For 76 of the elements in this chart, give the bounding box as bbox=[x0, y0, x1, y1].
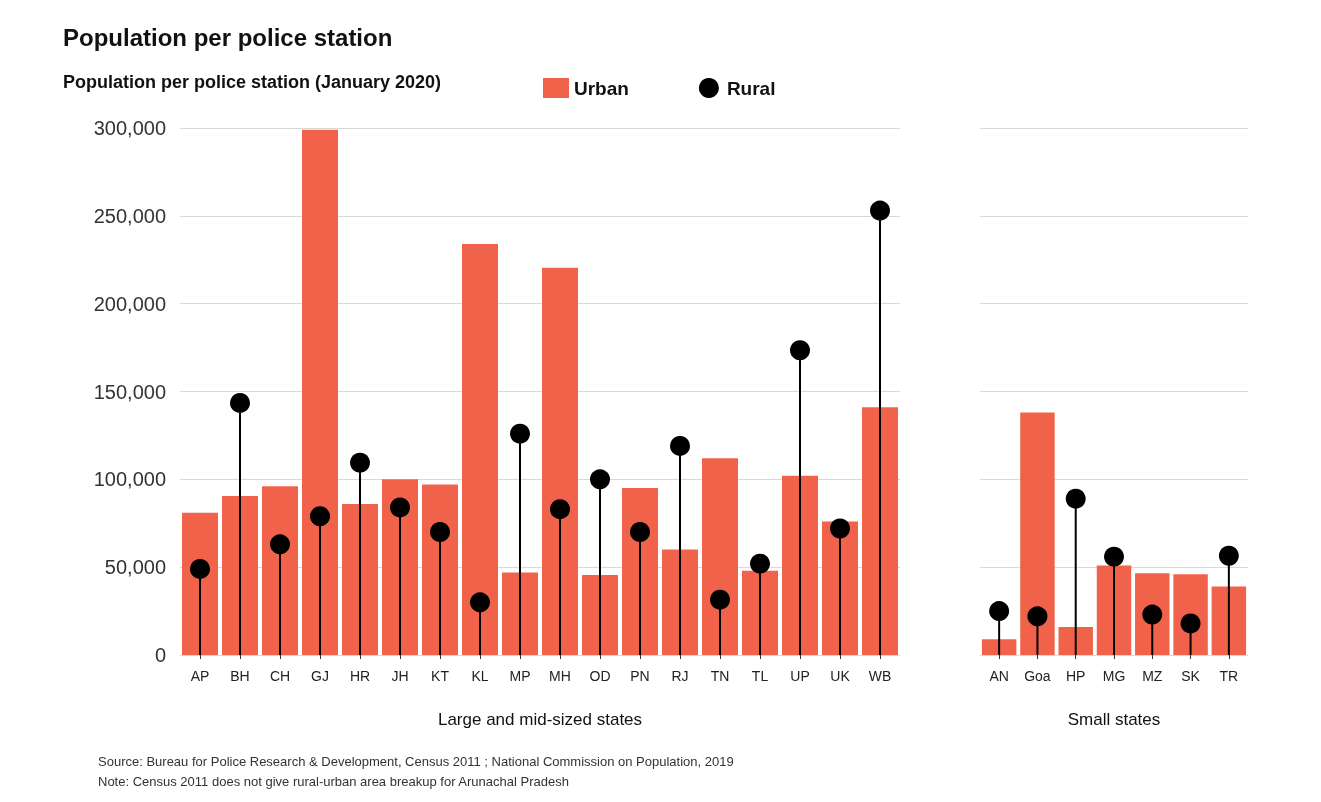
x-axis-title: Small states bbox=[1067, 710, 1161, 729]
y-tick-label: 100,000 bbox=[93, 468, 166, 491]
y-tick-label: 150,000 bbox=[93, 380, 166, 403]
x-tick-label: SK bbox=[1181, 668, 1201, 684]
x-tick-label: AN bbox=[989, 668, 1009, 684]
point bbox=[230, 392, 250, 413]
bar bbox=[622, 488, 658, 655]
bar bbox=[742, 570, 778, 655]
point bbox=[550, 499, 570, 520]
x-tick-label: UP bbox=[790, 668, 810, 684]
point bbox=[1218, 545, 1239, 566]
point bbox=[830, 518, 850, 539]
bar bbox=[262, 486, 298, 655]
point bbox=[430, 522, 450, 543]
x-tick-label: PN bbox=[630, 668, 650, 684]
source-note: Source: Bureau for Police Research & Development, Census 2011 ; National Commission on Population, 2019 bbox=[98, 754, 734, 769]
bar bbox=[182, 512, 218, 655]
point bbox=[270, 534, 290, 555]
point bbox=[510, 423, 530, 444]
point bbox=[670, 435, 690, 456]
point bbox=[1065, 488, 1086, 509]
x-tick-label: BH bbox=[230, 668, 250, 684]
y-tick-label: 0 bbox=[154, 644, 166, 666]
point bbox=[1104, 546, 1124, 567]
text: Note: Census 2011 does not give rural-urban area breakup for Arunachal Pradesh bbox=[98, 774, 569, 789]
bar bbox=[1058, 626, 1093, 655]
x-tick-label: TL bbox=[751, 668, 769, 684]
point bbox=[630, 522, 650, 543]
point bbox=[590, 469, 610, 490]
x-tick-label: OD bbox=[589, 668, 611, 684]
bar bbox=[422, 484, 458, 655]
point bbox=[190, 558, 210, 579]
bar bbox=[542, 267, 578, 655]
point bbox=[989, 601, 1010, 622]
y-tick-label: 250,000 bbox=[93, 204, 166, 227]
x-tick-label: WB bbox=[868, 668, 892, 684]
point bbox=[310, 506, 330, 527]
x-tick-label: Goa bbox=[1024, 668, 1051, 684]
bar bbox=[1096, 565, 1132, 655]
y-tick-label: 200,000 bbox=[93, 292, 166, 315]
bar bbox=[702, 458, 738, 655]
x-tick-label: RJ bbox=[671, 668, 689, 684]
x-tick-label: HR bbox=[349, 668, 371, 684]
x-tick-label: MZ bbox=[1142, 668, 1163, 684]
x-tick-label: GJ bbox=[311, 668, 329, 684]
x-axis-title: Large and mid-sized states bbox=[437, 710, 643, 729]
y-axis-title: Population per police station (January 2020) bbox=[63, 72, 442, 92]
chart-title: Population per police station bbox=[63, 23, 393, 51]
x-tick-label: TR bbox=[1219, 668, 1239, 684]
point bbox=[470, 592, 490, 613]
y-tick-label: 300,000 bbox=[93, 117, 166, 139]
legend-label: Rural bbox=[726, 77, 776, 99]
point bbox=[870, 200, 890, 221]
bar bbox=[462, 243, 498, 655]
bar bbox=[1020, 412, 1055, 655]
point bbox=[390, 497, 410, 518]
point bbox=[1027, 606, 1048, 627]
x-tick-label: UK bbox=[830, 668, 851, 684]
x-tick-label: KT bbox=[431, 668, 450, 684]
y-tick-label: 50,000 bbox=[104, 556, 166, 579]
x-tick-label: TN bbox=[710, 668, 730, 684]
point bbox=[350, 452, 370, 473]
x-tick-label: CH bbox=[269, 668, 291, 684]
legend-label: Urban bbox=[574, 77, 629, 99]
point bbox=[710, 589, 730, 610]
x-tick-label: JH bbox=[391, 668, 409, 684]
x-tick-label: MP bbox=[509, 668, 531, 684]
point bbox=[750, 553, 770, 574]
x-tick-label: MG bbox=[1102, 668, 1126, 684]
bar bbox=[302, 129, 338, 655]
x-tick-label: MH bbox=[549, 668, 571, 684]
x-tick-label: HP bbox=[1065, 668, 1086, 684]
x-tick-label: AP bbox=[190, 668, 210, 684]
x-tick-label: KL bbox=[471, 668, 489, 684]
point bbox=[790, 340, 810, 361]
bar bbox=[382, 479, 418, 655]
